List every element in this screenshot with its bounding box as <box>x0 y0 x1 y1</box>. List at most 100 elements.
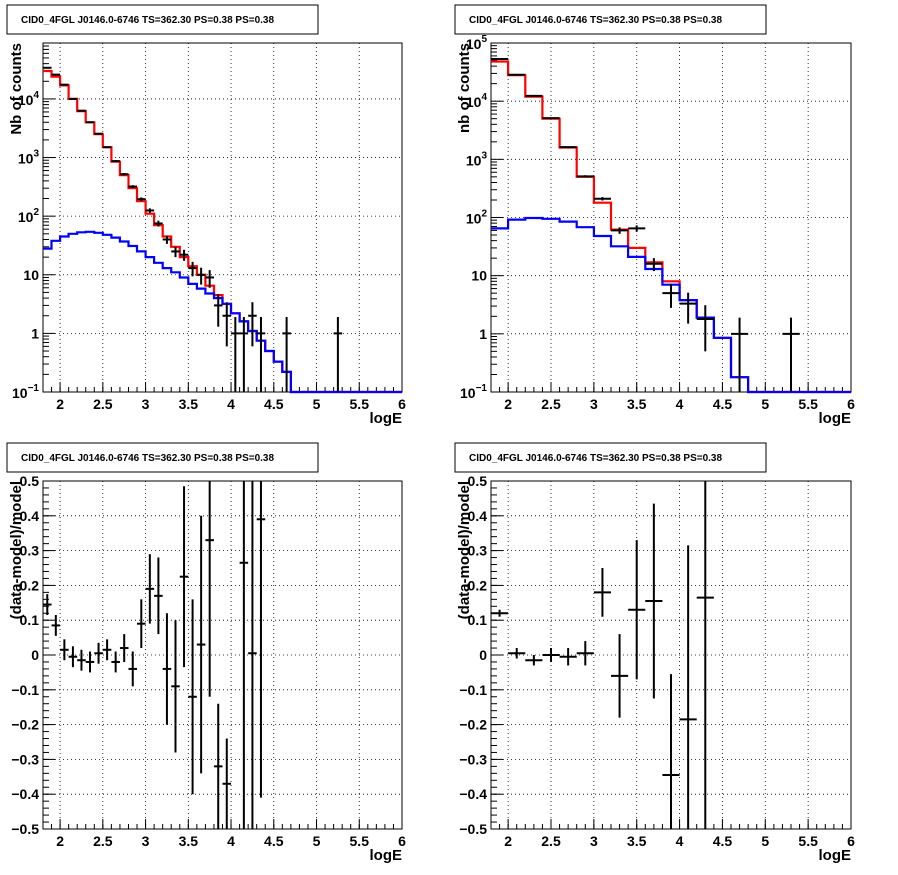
data-point <box>162 613 172 725</box>
data-point <box>662 674 680 829</box>
y-tick-base: 10 <box>18 92 34 108</box>
y-tick-base: 10 <box>466 94 482 110</box>
y-tick-label: 103 <box>466 150 488 168</box>
data-point <box>491 609 509 617</box>
y-tick-base: 10 <box>466 211 482 227</box>
y-tick-exponent: 3 <box>33 149 39 160</box>
data-point <box>645 503 663 699</box>
y-axis-label: nb of counts <box>456 43 473 133</box>
x-tick-label: 3.5 <box>627 396 647 412</box>
y-tick-exponent: 3 <box>481 150 487 161</box>
x-tick-label: 6 <box>398 833 406 849</box>
y-tick-label: −0.4 <box>459 786 487 802</box>
data-point <box>333 317 343 392</box>
y-tick-label: 0.4 <box>468 508 488 524</box>
data-point <box>576 175 594 178</box>
x-tick-label: 3 <box>590 833 598 849</box>
y-tick-label: 10−1 <box>12 383 39 401</box>
data-point <box>128 651 138 687</box>
x-axis-label: logE <box>819 410 852 427</box>
x-tick-label: 2.5 <box>541 833 561 849</box>
data-point <box>68 97 78 100</box>
y-tick-label: 1 <box>479 326 487 342</box>
y-tick-label: 102 <box>466 209 488 227</box>
x-tick-label: 4.5 <box>264 396 284 412</box>
series-1 <box>43 481 266 829</box>
y-tick-label: −0.1 <box>459 682 487 698</box>
data-point <box>239 317 249 392</box>
data-point <box>111 651 120 673</box>
data-point <box>525 655 543 666</box>
series-3 <box>491 58 800 392</box>
data-point <box>611 227 629 234</box>
y-tick-label: −0.4 <box>11 786 39 802</box>
data-point <box>162 235 172 244</box>
data-point <box>179 486 189 668</box>
x-tick-label: 5.5 <box>798 833 818 849</box>
data-point <box>662 283 680 308</box>
data-point <box>119 634 129 662</box>
x-tick-label: 5 <box>761 396 769 412</box>
data-point <box>179 249 189 261</box>
x-tick-label: 3 <box>590 396 598 412</box>
data-point <box>205 270 214 288</box>
x-tick-label: 4.5 <box>713 396 733 412</box>
y-tick-label: 0 <box>31 647 39 663</box>
y-tick-label: −0.3 <box>11 751 39 767</box>
data-point <box>222 738 232 829</box>
data-point <box>679 545 697 829</box>
x-tick-label: 3.5 <box>179 396 199 412</box>
data-point <box>111 160 120 163</box>
x-tick-label: 4 <box>676 396 684 412</box>
data-point <box>154 557 163 635</box>
data-point <box>205 481 214 697</box>
y-tick-label: 0.5 <box>468 473 488 489</box>
data-point <box>782 317 800 392</box>
y-tick-label: 10 <box>23 267 39 283</box>
y-tick-base: 10 <box>460 385 476 401</box>
y-tick-exponent: −1 <box>476 383 488 394</box>
chart-title: CID0_4FGL J0146.0-6746 TS=362.30 PS=0.38… <box>21 15 274 26</box>
data-point <box>628 225 646 232</box>
y-tick-label: −0.2 <box>11 717 39 733</box>
data-point <box>102 146 112 149</box>
y-tick-label: −0.5 <box>459 821 487 837</box>
data-point <box>593 568 611 617</box>
chart-panel-1: CID0_4FGL J0146.0-6746 TS=362.30 PS=0.38… <box>6 4 406 427</box>
data-point <box>137 599 146 649</box>
x-tick-label: 3.5 <box>627 833 647 849</box>
chart-title-box <box>454 442 767 473</box>
x-tick-label: 2 <box>504 833 512 849</box>
x-tick-label: 2 <box>56 833 64 849</box>
y-tick-label: −0.2 <box>459 717 487 733</box>
x-tick-label: 5 <box>313 833 321 849</box>
data-point <box>43 594 52 615</box>
x-tick-label: 6 <box>847 396 855 412</box>
y-tick-base: 10 <box>12 385 28 401</box>
y-tick-exponent: 4 <box>33 90 39 101</box>
y-tick-label: 0.5 <box>20 473 40 489</box>
data-point <box>188 599 197 795</box>
y-tick-base: 10 <box>18 209 34 225</box>
y-tick-base: 10 <box>466 36 482 52</box>
y-tick-label: 104 <box>18 90 40 108</box>
x-axis-label: logE <box>370 847 403 864</box>
data-point <box>102 639 112 661</box>
y-axis-label: (data-model)/model <box>456 481 473 619</box>
y-tick-base: 10 <box>466 152 482 168</box>
x-tick-label: 5 <box>761 833 769 849</box>
data-point <box>77 109 86 112</box>
y-tick-label: 1 <box>31 325 39 341</box>
data-point <box>508 648 526 659</box>
y-axis-label: (data-model)/model <box>8 481 25 619</box>
data-point <box>282 317 291 392</box>
x-axis-label: logE <box>370 410 403 427</box>
data-point <box>94 132 103 135</box>
y-tick-label: 10−1 <box>460 383 487 401</box>
series-2 <box>43 230 402 394</box>
y-tick-label: 0.3 <box>20 543 40 559</box>
data-point <box>611 634 629 718</box>
data-point <box>60 639 69 661</box>
x-tick-label: 5 <box>313 396 321 412</box>
